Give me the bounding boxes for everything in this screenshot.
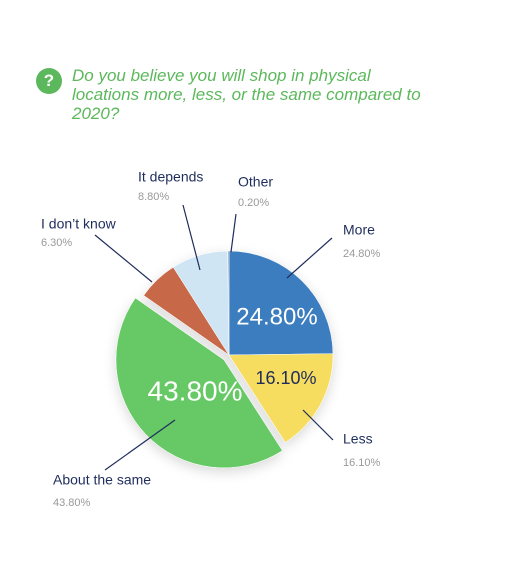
leader-line: [230, 213, 237, 253]
leader-line: [182, 204, 201, 271]
value-label: 6.30%: [41, 237, 72, 249]
leader-line: [94, 234, 153, 283]
category-label: Less: [343, 431, 373, 447]
leader-line: [104, 419, 176, 471]
slice-label: 16.10%: [255, 368, 316, 388]
pie: [115, 250, 334, 469]
value-label: 0.20%: [238, 197, 269, 209]
value-label: 8.80%: [138, 191, 169, 203]
category-label: I don’t know: [41, 216, 117, 232]
pie-slice: [228, 250, 334, 356]
value-label: 43.80%: [53, 497, 91, 509]
category-label: It depends: [138, 169, 203, 185]
category-label: More: [343, 222, 375, 238]
leader-line: [286, 237, 333, 279]
leader-line: [302, 409, 334, 441]
value-label: 16.10%: [343, 457, 381, 469]
pie-slice: [228, 353, 334, 443]
slice-label: 43.80%: [148, 375, 243, 406]
pie-slice: [227, 250, 230, 356]
category-label: Other: [238, 174, 273, 190]
chart-title: Do you believe you will shop in physical…: [72, 66, 421, 123]
pie-slice: [115, 297, 283, 469]
value-label: 24.80%: [343, 248, 381, 260]
question-icon: ?: [36, 68, 62, 94]
slice-label: 24.80%: [236, 303, 317, 330]
category-label: About the same: [53, 472, 151, 488]
